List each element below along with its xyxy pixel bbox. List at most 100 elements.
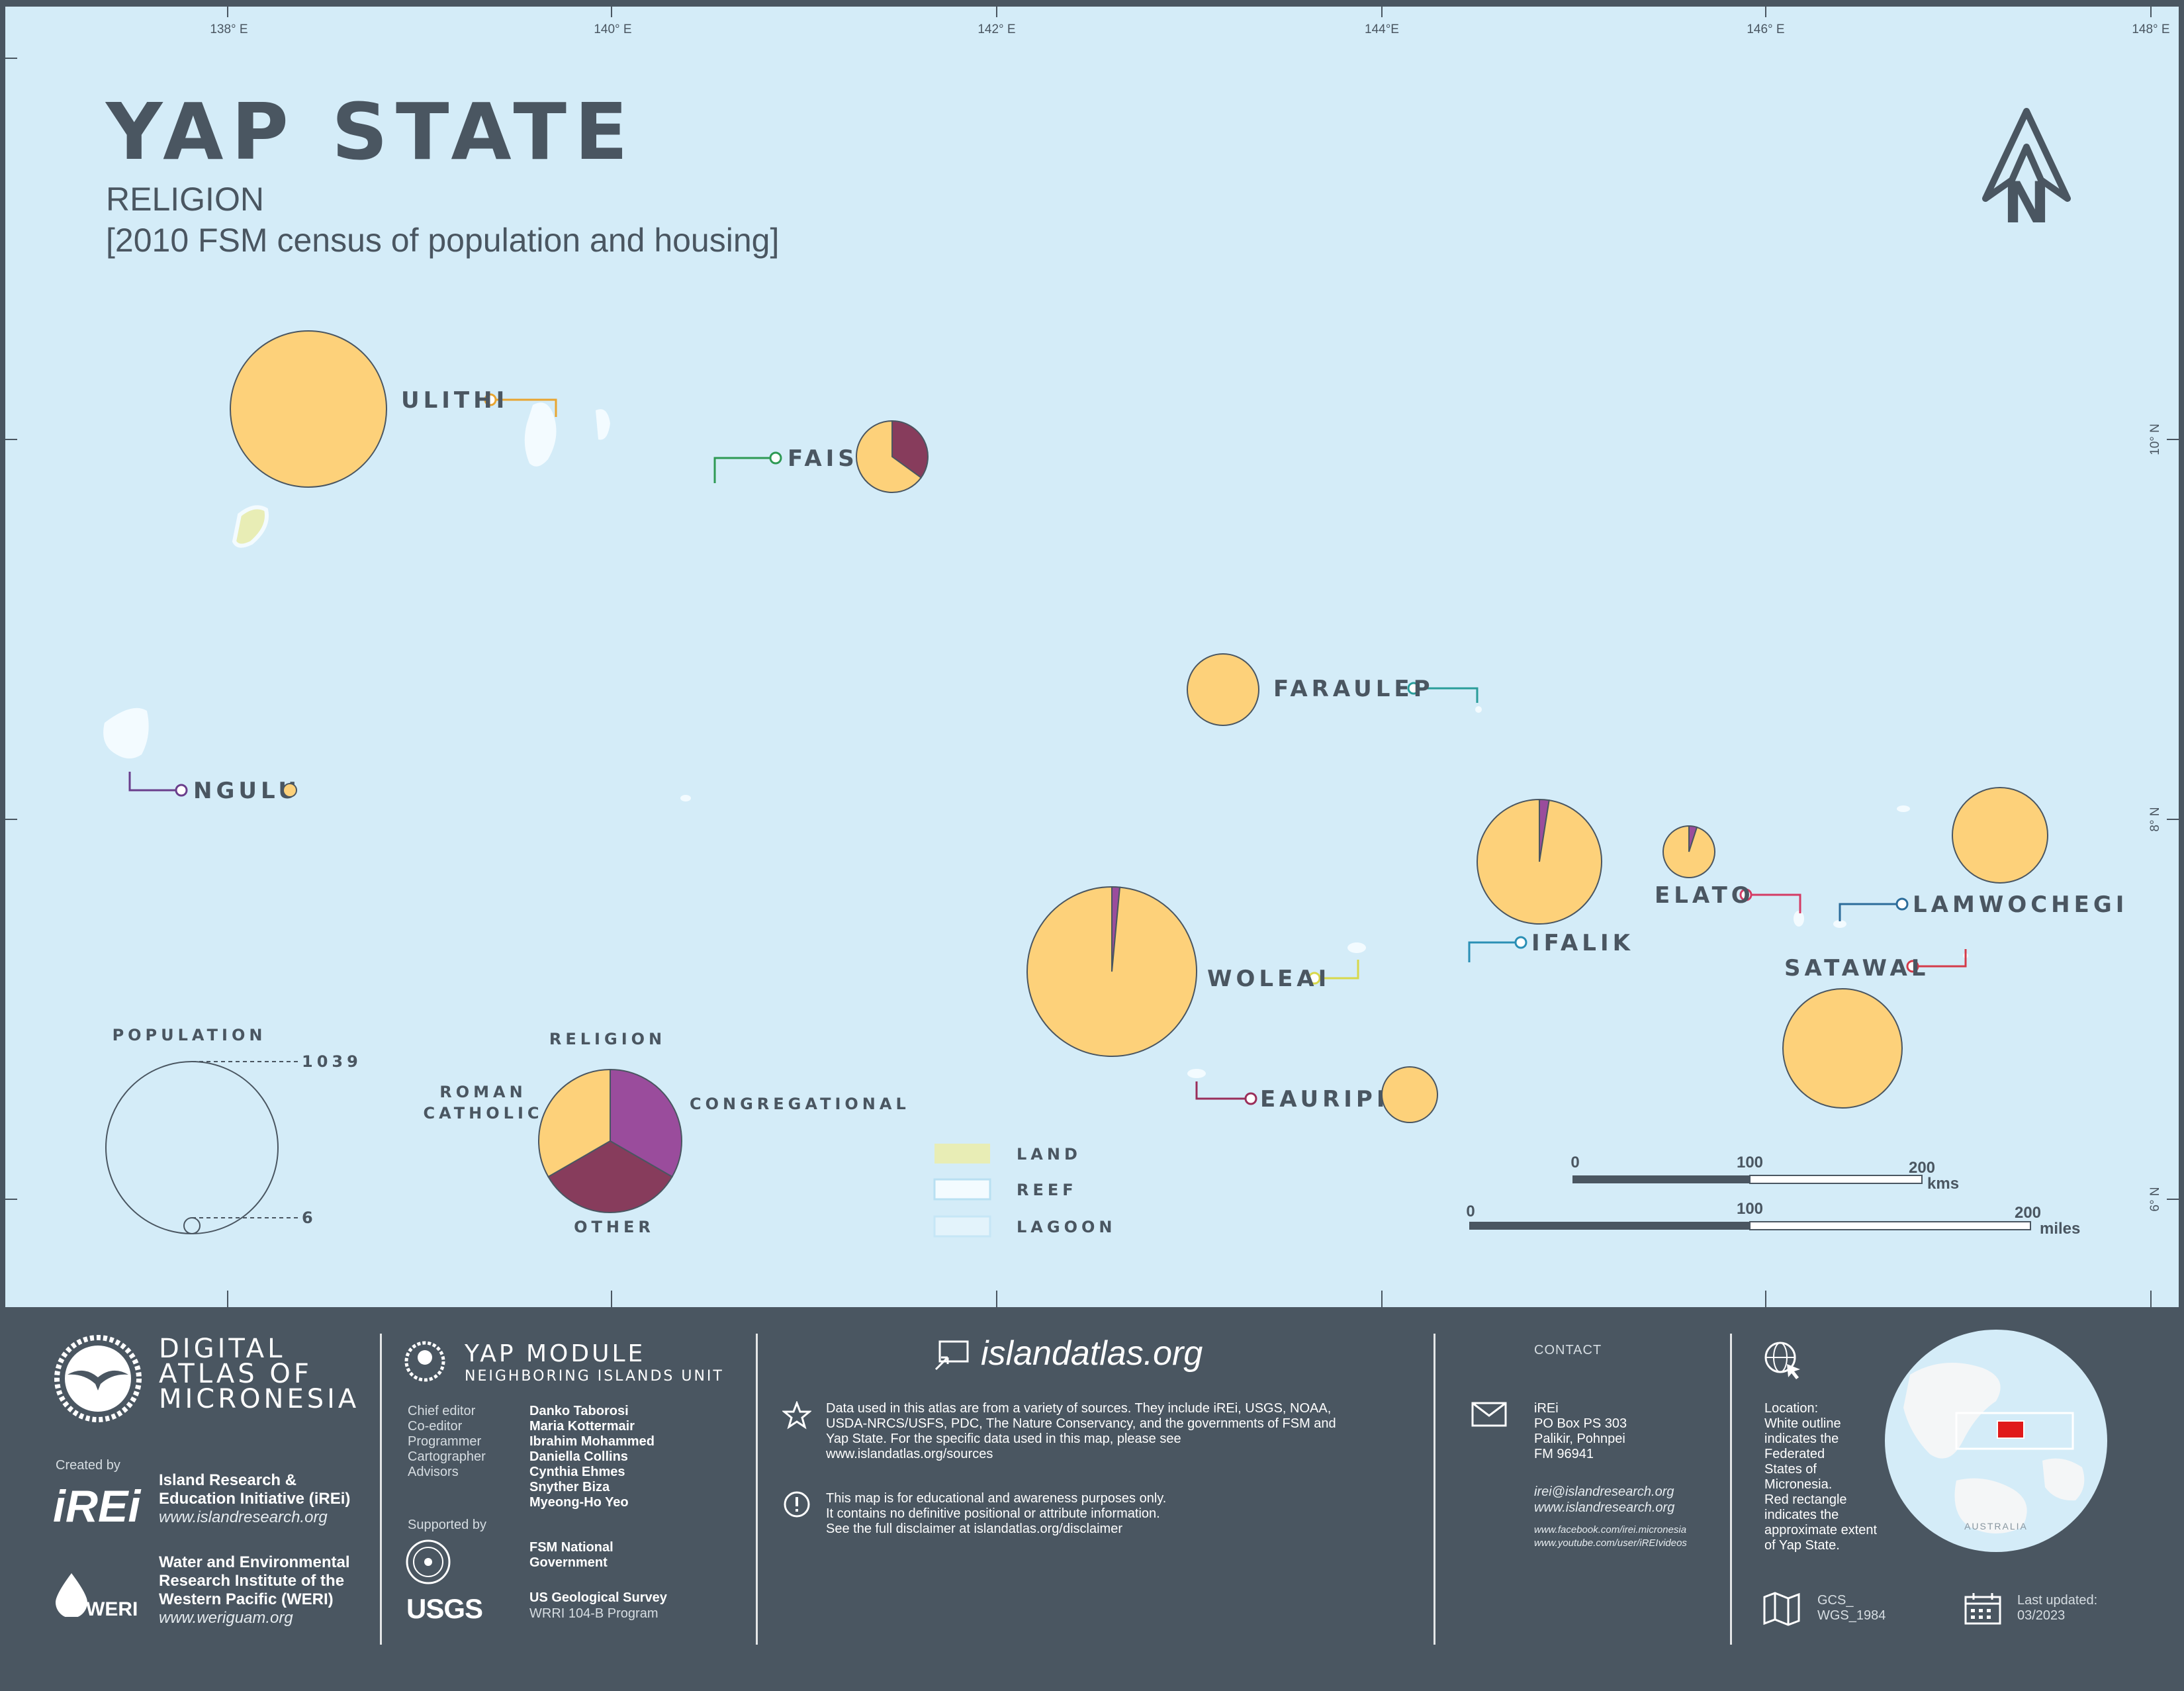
population-max-circle <box>105 1061 279 1234</box>
usgs-name: US Geological Survey <box>529 1590 667 1605</box>
credit-person: Myeong-Ho Yeo <box>529 1495 629 1510</box>
yap-seal-icon <box>404 1341 445 1382</box>
religion-legend-title: RELIGION <box>549 1030 666 1048</box>
legend-other: OTHER <box>574 1218 655 1236</box>
usgs-program: WRRI 104-B Program <box>529 1606 659 1621</box>
pie-eauripik <box>1381 1066 1438 1123</box>
data-note-line: USDA-NRCS/USFS, PDC, The Nature Conserva… <box>826 1416 1336 1431</box>
island-label-ulithi: ULITHI <box>401 387 508 414</box>
pie-satawal <box>1782 988 1903 1109</box>
graticule <box>5 7 2179 1307</box>
irei-url[interactable]: www.islandresearch.org <box>159 1508 328 1526</box>
longitude-label: 146° E <box>1747 23 1784 36</box>
longitude-label: 140° E <box>594 23 631 36</box>
lagoon-swatch <box>933 1215 991 1238</box>
location-line: indicates the <box>1764 1508 1839 1522</box>
population-legend-title: POPULATION <box>113 1026 267 1044</box>
legend-reef: REEF <box>1017 1181 1077 1199</box>
weri-name-line: Research Institute of the <box>159 1572 345 1590</box>
module-title: YAP MODULE <box>465 1340 646 1367</box>
disclaimer-link[interactable]: islandatlas.org/disclaimer <box>974 1522 1122 1536</box>
longitude-label: 142° E <box>978 23 1015 36</box>
north-arrow-icon: N <box>1982 108 2071 236</box>
fsm-government-line: Government <box>529 1555 608 1570</box>
credit-person: Maria Kottermair <box>529 1419 635 1434</box>
calendar-icon <box>1964 1593 2001 1625</box>
legend-roman-catholic-2: CATHOLIC <box>423 1104 543 1122</box>
pie-lamwochegi-slice-roman-catholic <box>1952 787 2048 884</box>
population-min-label: 6 <box>302 1209 317 1227</box>
km-unit: kms <box>1927 1175 1959 1193</box>
crs-label: GCS_ WGS_1984 <box>1817 1593 1886 1623</box>
mi-unit: miles <box>2040 1220 2080 1238</box>
weri-url[interactable]: www.weriguam.org <box>159 1609 293 1627</box>
legend-pie-slice-roman-catholic <box>538 1068 611 1178</box>
contact-address: iREi PO Box PS 303 Palikir, Pohnpei FM 9… <box>1534 1401 1627 1462</box>
credit-role: Programmer <box>408 1434 482 1449</box>
leader-lines <box>128 398 1967 1100</box>
km-tick-200: 200 <box>1909 1159 1935 1177</box>
longitude-label: 144°E <box>1365 23 1399 36</box>
location-line: indicates the <box>1764 1432 1839 1446</box>
legend-lagoon: LAGOON <box>1017 1218 1116 1236</box>
usgs-logo: USGS <box>406 1593 483 1624</box>
pie-ifalik <box>1477 798 1602 925</box>
pie-fais <box>856 420 929 493</box>
land-swatch <box>934 1144 990 1164</box>
location-line: of Yap State. <box>1764 1538 1840 1553</box>
last-updated-line: 03/2023 <box>2017 1608 2066 1623</box>
site-link[interactable]: islandatlas.org <box>981 1334 1203 1373</box>
footer-divider <box>380 1334 382 1645</box>
contact-youtube[interactable]: www.youtube.com/user/iREIvideos <box>1534 1537 1687 1549</box>
created-by-label: Created by <box>56 1458 120 1473</box>
pie-faraulep-slice-roman-catholic <box>1187 653 1259 726</box>
atlas-name-line: DIGITAL <box>159 1334 286 1364</box>
island-labels: ULITHI FAIS FARAULEP NGULU IFALIK ELATO … <box>193 387 2128 1113</box>
warning-icon <box>784 1491 810 1518</box>
island-label-woleai: WOLEAI <box>1207 966 1330 992</box>
last-updated-line: Last updated: <box>2017 1593 2098 1608</box>
island-label-faraulep: FARAULEP <box>1273 676 1434 702</box>
atlas-logo-icon <box>54 1335 142 1422</box>
pie-ngulu-slice-roman-catholic <box>283 783 297 798</box>
contact-website[interactable]: www.islandresearch.org <box>1534 1500 1675 1515</box>
contact-title: CONTACT <box>1534 1343 1602 1357</box>
population-max-label: 1039 <box>302 1052 362 1071</box>
contact-line: FM 96941 <box>1534 1447 1594 1461</box>
top-border <box>0 0 2184 7</box>
island-label-ifalik: IFALIK <box>1531 930 1634 956</box>
credit-person: Cynthia Ehmes <box>529 1465 625 1479</box>
contact-email[interactable]: irei@islandresearch.org <box>1534 1485 1674 1499</box>
legend-pie-slice-other <box>547 1140 673 1213</box>
locator-globe: AUSTRALIA <box>1885 1330 2107 1552</box>
contact-facebook[interactable]: www.facebook.com/irei.micronesia <box>1534 1524 1687 1535</box>
mi-tick-200: 200 <box>2015 1204 2041 1222</box>
data-sources-note: Data used in this atlas are from a varie… <box>826 1401 1336 1462</box>
location-line: Micronesia. <box>1764 1477 1833 1492</box>
atlas-name-line: MICRONESIA <box>159 1384 360 1414</box>
credit-person: Snyther Biza <box>529 1480 610 1494</box>
island-label-lamwochegi: LAMWOCHEGI <box>1913 891 2128 918</box>
footer: DIGITAL ATLAS OF MICRONESIA Created by i… <box>0 1307 2184 1691</box>
map-area: 138° E 140° E 142° E 144°E 146° E 148° E… <box>0 0 2184 1307</box>
pie-ifalik-slice-roman-catholic <box>1477 798 1602 925</box>
pie-lamwochegi <box>1952 787 2048 884</box>
fsm-seal-icon <box>406 1539 451 1584</box>
disclaimer-line: See the full disclaimer at islandatlas.o… <box>826 1522 1166 1537</box>
atlas-name: DIGITAL ATLAS OF MICRONESIA <box>159 1336 359 1412</box>
footer-divider <box>756 1334 758 1645</box>
religion-legend-pie <box>538 1068 682 1213</box>
island-label-satawal: SATAWAL <box>1784 955 1929 982</box>
island-label-fais: FAIS <box>788 445 858 472</box>
latitude-label: 10° N <box>2148 424 2162 455</box>
supported-by-label: Supported by <box>408 1518 486 1532</box>
pie-elato-slice-roman-catholic <box>1662 825 1715 878</box>
data-sources-link[interactable]: www.islandatlas.org/sources <box>826 1447 993 1461</box>
location-line: approximate extent <box>1764 1523 1878 1537</box>
pie-elato <box>1662 825 1715 878</box>
location-line: Red rectangle <box>1764 1492 1847 1507</box>
website-icon <box>934 1340 969 1371</box>
pie-woleai-slice-roman-catholic <box>1026 886 1197 1057</box>
fsm-government-line: FSM National <box>529 1540 614 1555</box>
